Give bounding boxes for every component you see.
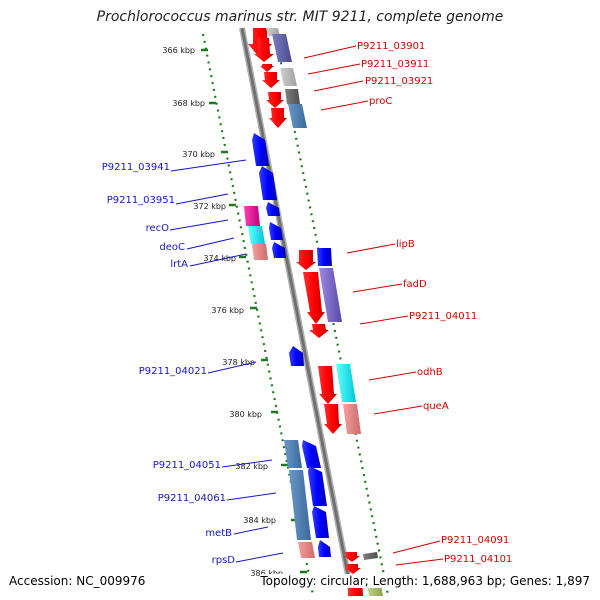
gene-label[interactable]: P9211_04011 [409, 311, 477, 322]
gene-arrow[interactable] [303, 272, 325, 324]
gene-label[interactable]: P9211_04021 [139, 366, 207, 377]
left-leaders [169, 159, 284, 563]
gene-arrow[interactable] [259, 166, 277, 200]
gene-arrow[interactable] [272, 242, 286, 258]
backbone [239, 27, 355, 597]
ruler-label: 374 kbp [203, 254, 236, 263]
gene-label[interactable]: P9211_03941 [102, 162, 170, 173]
accession-text: Accession: NC_009976 [9, 574, 146, 588]
ruler-label: 386 kbp [250, 569, 283, 578]
gene-arrow[interactable] [296, 250, 316, 270]
ruler-label: 368 kbp [172, 99, 205, 108]
gene-label[interactable]: metB [205, 528, 232, 539]
gene-arrow[interactable] [266, 202, 280, 216]
gene-label[interactable]: P9211_03901 [357, 41, 425, 52]
gene-label[interactable]: recO [146, 223, 170, 234]
genome-summary: Topology: circular; Length: 1,688,963 bp… [260, 574, 590, 588]
ruler-label: 378 kbp [222, 358, 255, 367]
gene-arrow[interactable] [318, 540, 331, 557]
gene-label[interactable]: deoC [159, 242, 185, 253]
gene-arrow[interactable] [308, 466, 327, 506]
ruler-label: 370 kbp [182, 150, 215, 159]
gene-label[interactable]: queA [423, 401, 449, 412]
gene-label[interactable]: lipB [396, 239, 415, 250]
right-labels: P9211_03901 P9211_03911 P9211_03921 proC… [357, 41, 512, 565]
gene-label[interactable]: fadD [403, 279, 427, 290]
gene-label[interactable]: P9211_04091 [441, 535, 509, 546]
gene-label[interactable]: P9211_03911 [361, 59, 429, 70]
gene-label[interactable]: P9211_04101 [444, 554, 512, 565]
gene-label[interactable]: rpsD [212, 555, 236, 566]
gene-box[interactable] [284, 440, 302, 468]
gene-label[interactable]: P9211_03951 [107, 195, 175, 206]
reverse-strand-genes [252, 133, 332, 557]
ruler-label: 366 kbp [162, 46, 195, 55]
gene-arrow[interactable] [266, 92, 284, 108]
gene-box[interactable] [363, 552, 378, 560]
reverse-cog-boxes [244, 206, 315, 558]
gene-label[interactable]: proC [369, 96, 392, 107]
gene-arrow[interactable] [302, 440, 321, 468]
gene-arrow[interactable] [260, 64, 274, 72]
gene-box[interactable] [289, 470, 311, 540]
gene-arrow[interactable] [317, 248, 332, 266]
gene-arrow[interactable] [345, 564, 361, 574]
gene-arrow[interactable] [289, 346, 304, 366]
gene-arrow[interactable] [324, 404, 342, 434]
right-leaders [303, 45, 444, 566]
gene-arrow[interactable] [269, 222, 283, 240]
gene-box[interactable] [336, 364, 356, 402]
ruler-labels: 366 kbp 368 kbp 370 kbp 372 kbp 374 kbp … [162, 46, 283, 578]
gene-label[interactable]: odhB [417, 367, 443, 378]
gene-box[interactable] [280, 68, 297, 86]
gene-arrow[interactable] [318, 366, 337, 404]
gene-box[interactable] [319, 268, 342, 322]
gene-arrow[interactable] [252, 133, 269, 166]
gene-label[interactable]: P9211_04061 [158, 493, 226, 504]
gene-box[interactable] [272, 34, 292, 62]
gene-arrow[interactable] [312, 506, 329, 538]
gene-box[interactable] [252, 244, 268, 260]
gene-arrow[interactable] [254, 38, 274, 62]
gene-arrow[interactable] [344, 552, 360, 562]
ruler-label: 380 kbp [229, 410, 262, 419]
gene-box[interactable] [298, 542, 315, 558]
gene-arrow[interactable] [262, 72, 280, 88]
gene-arrow[interactable] [269, 108, 287, 128]
gene-label[interactable]: P9211_04051 [153, 460, 221, 471]
gene-label[interactable]: lrtA [170, 259, 188, 270]
map-title: Prochlorococcus marinus str. MIT 9211, c… [96, 9, 504, 25]
gene-box[interactable] [285, 89, 300, 104]
ruler-label: 384 kbp [243, 516, 276, 525]
gene-label[interactable]: P9211_03921 [365, 76, 433, 87]
gene-arrow[interactable] [309, 324, 329, 338]
ruler-label: 382 kbp [235, 462, 268, 471]
gene-box[interactable] [288, 104, 307, 128]
ruler-label: 372 kbp [193, 202, 226, 211]
forward-cog-boxes [266, 28, 383, 596]
left-labels: P9211_03941 P9211_03951 recO deoC lrtA P… [102, 162, 236, 566]
gene-box[interactable] [244, 206, 260, 226]
ruler-label: 376 kbp [211, 306, 244, 315]
gene-box[interactable] [248, 226, 265, 244]
gene-box[interactable] [343, 404, 361, 434]
